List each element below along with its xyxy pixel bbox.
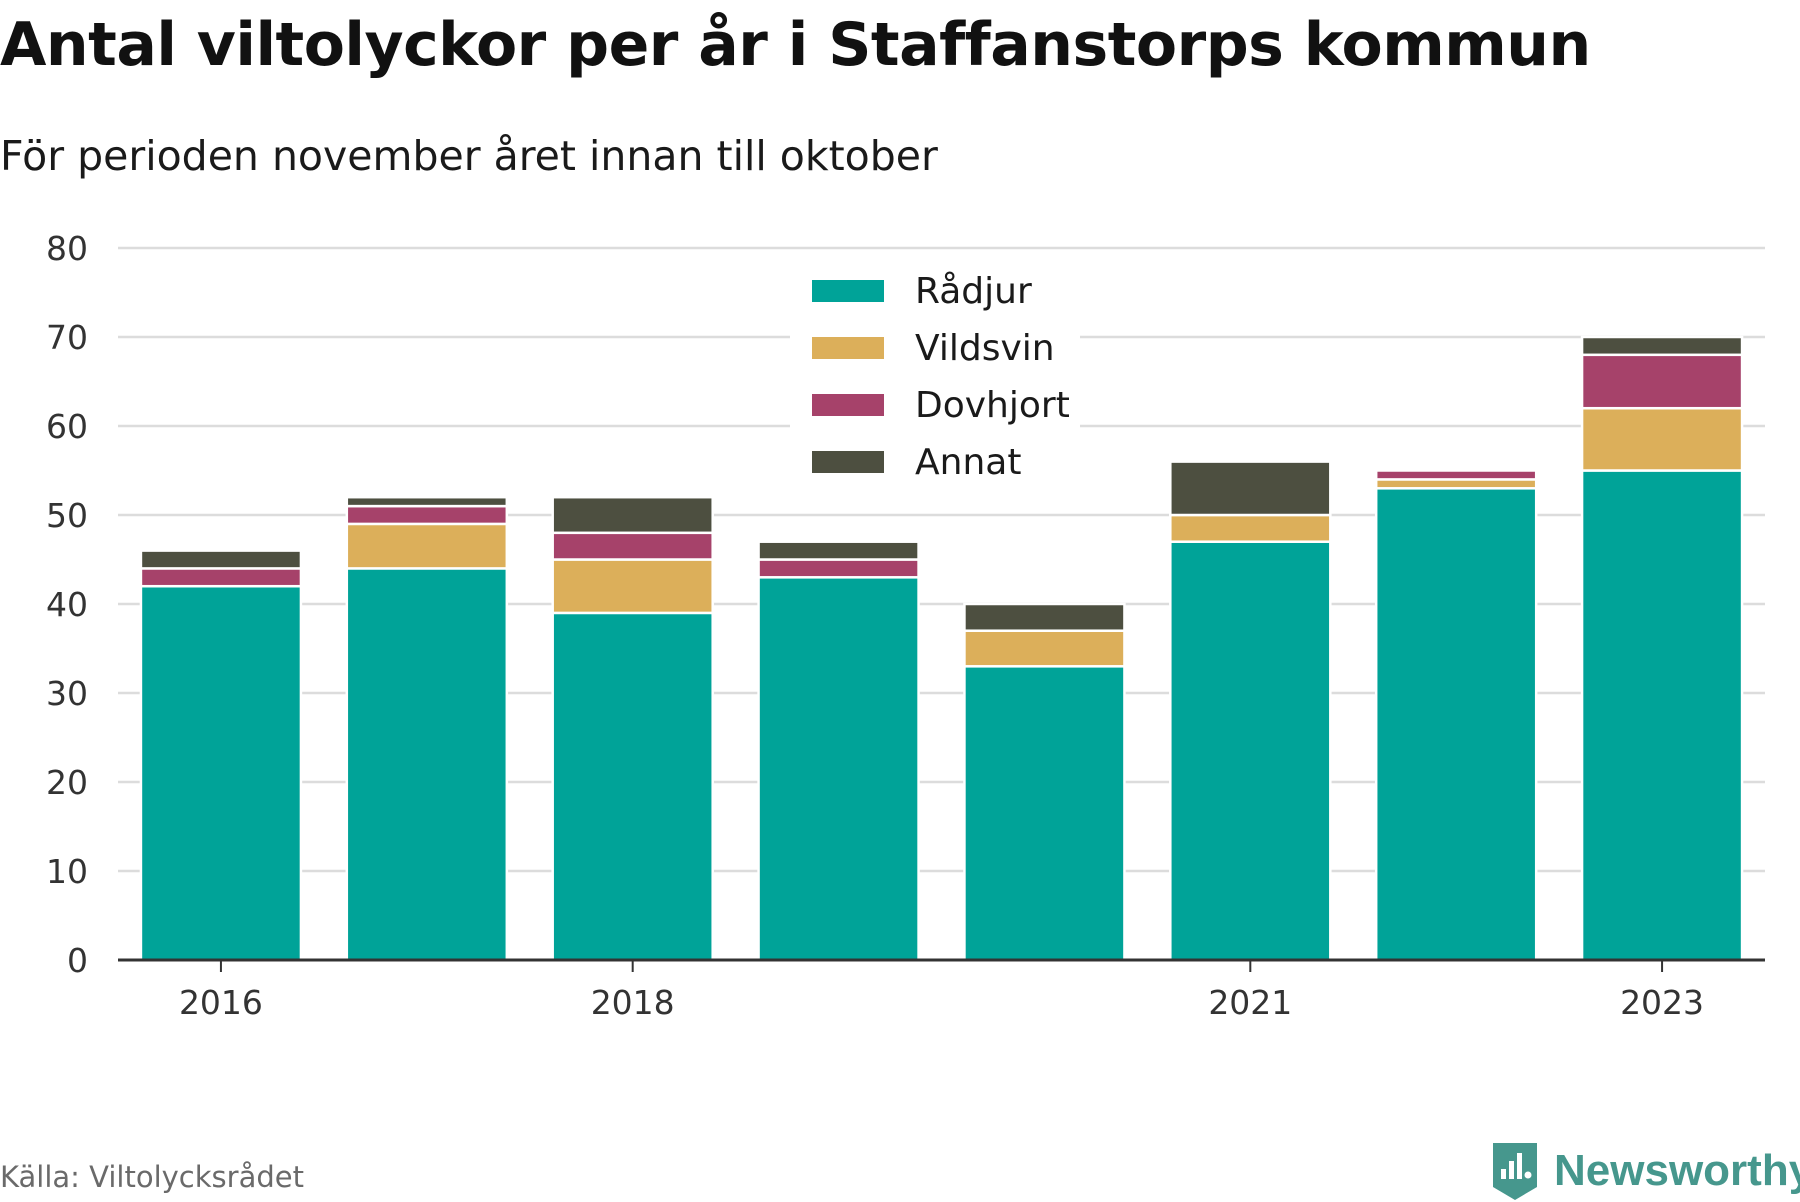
source-note: Källa: Viltolycksrådet — [0, 1160, 304, 1194]
bar-segment — [551, 611, 714, 962]
bar-segment — [757, 558, 920, 579]
x-tick-label: 2021 — [1208, 983, 1292, 1022]
bar-segment — [963, 629, 1126, 668]
bar-segment — [1580, 406, 1744, 472]
x-tick-label: 2023 — [1620, 983, 1704, 1022]
legend-swatch — [812, 451, 884, 473]
x-tick-label: 2018 — [591, 983, 675, 1022]
bar-segment — [1169, 540, 1332, 962]
legend-label: Dovhjort — [915, 385, 1070, 426]
bar-segment — [551, 495, 714, 535]
bar-segment — [1169, 460, 1332, 517]
bar-segment — [757, 576, 920, 962]
bar-segment — [551, 531, 714, 561]
legend-label: Annat — [915, 442, 1021, 483]
bar-segment — [1374, 469, 1538, 481]
bar-segment — [963, 665, 1126, 962]
y-tick-label: 70 — [46, 318, 88, 357]
y-tick-label: 0 — [67, 941, 88, 980]
y-tick-label: 60 — [46, 407, 88, 446]
newsworthy-logo-icon — [1493, 1143, 1537, 1200]
chart-title: Antal viltolyckor per år i Staffanstorps… — [0, 10, 1591, 80]
bar-segment — [139, 584, 303, 962]
bar-segment — [1580, 335, 1744, 357]
bar-segment — [551, 558, 714, 615]
x-tick-label: 2016 — [179, 983, 263, 1022]
legend-label: Vildsvin — [915, 328, 1055, 369]
y-tick-label: 80 — [46, 229, 88, 268]
y-tick-label: 50 — [46, 496, 88, 535]
bar-segment — [1169, 513, 1332, 543]
chart-subtitle: För perioden november året innan till ok… — [0, 132, 938, 180]
bar-segment — [963, 602, 1126, 632]
bar-segment — [139, 567, 303, 588]
bar-segment — [1374, 487, 1538, 962]
brand-name: Newsworthy — [1554, 1146, 1800, 1195]
bar-segment — [1374, 478, 1538, 490]
bar-segment — [345, 567, 509, 962]
bar-segment — [1580, 353, 1744, 410]
legend-swatch — [812, 337, 884, 359]
legend-swatch — [812, 394, 884, 416]
legend-label: Rådjur — [915, 271, 1032, 312]
bar-segment — [345, 522, 509, 570]
y-tick-label: 40 — [46, 585, 88, 624]
bar-segment — [139, 549, 303, 570]
brand-logo: Newsworthy — [1490, 1140, 1800, 1202]
y-tick-label: 20 — [46, 763, 88, 802]
y-tick-label: 30 — [46, 674, 88, 713]
bar-segment — [757, 540, 920, 561]
legend-swatch — [812, 280, 884, 302]
y-tick-label: 10 — [46, 852, 88, 891]
stacked-bar-chart: 0 10 20 30 40 50 60 70 80 2016 2018 2021 2023 Rådjur V… — [46, 229, 1765, 1022]
bar-segment — [345, 495, 509, 508]
bar-segment — [1580, 469, 1744, 962]
bar-segment — [345, 504, 509, 526]
